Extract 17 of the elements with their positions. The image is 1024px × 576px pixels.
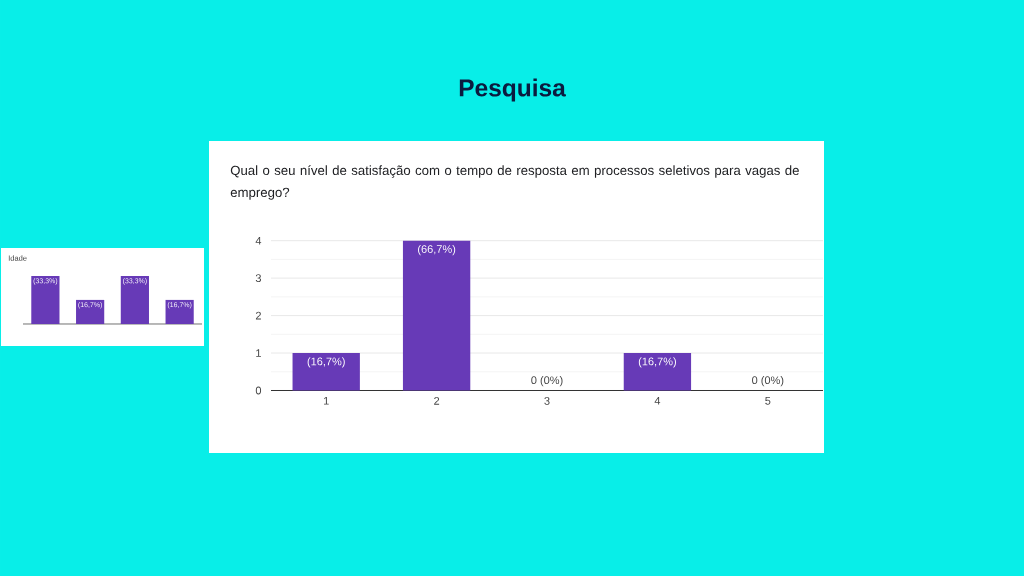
annotation: 0 (0%) (752, 376, 784, 387)
annotation: (16,7%) (638, 357, 676, 368)
chart-title: Pesquisa (459, 78, 566, 102)
annotation: (66,7%) (418, 244, 456, 256)
annotation: 0 (0%) (531, 376, 563, 387)
x-tick-label: 4 (654, 397, 661, 405)
y-tick-label: 4 (255, 236, 262, 245)
annotation: (16,7%) (307, 357, 345, 368)
x-tick-label: 2 (434, 397, 440, 405)
y-tick-label: 2 (255, 311, 261, 320)
chart-subtitle: Qual o seu nível de satisfação com o tempo de resposta em processos seletivos para vagas de emprego? (230, 165, 799, 200)
y-tick-label: 0 (255, 386, 262, 395)
x-tick-label: 1 (324, 397, 329, 405)
x-tick-label: 3 (544, 397, 550, 405)
x-tick-label: 5 (765, 397, 771, 405)
y-tick-label: 1 (256, 349, 261, 357)
y-tick-label: 3 (255, 274, 262, 283)
